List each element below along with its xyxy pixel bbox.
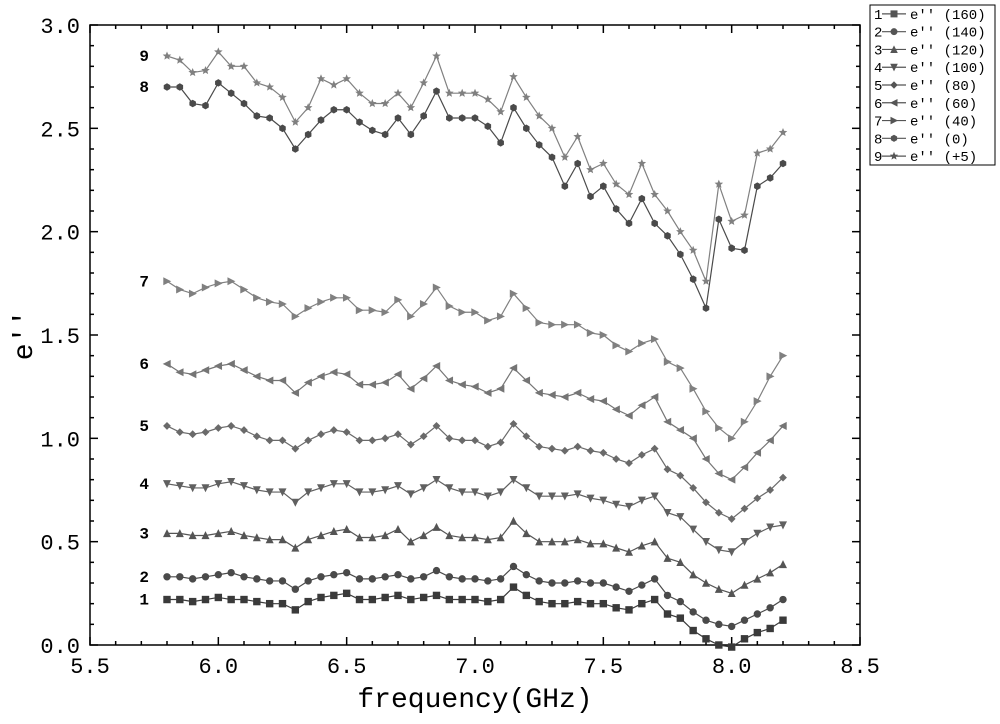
legend-label: e'' (0): [910, 132, 969, 148]
series-left-label-3: 3: [139, 525, 149, 543]
series-left-label-8: 8: [139, 79, 149, 97]
legend-label: e'' (40): [910, 115, 977, 131]
series-7: [164, 278, 786, 441]
legend-idx: 6: [874, 97, 882, 113]
series-left-label-6: 6: [139, 356, 149, 374]
series-left-label-5: 5: [139, 418, 149, 436]
y-tick-label: 1.5: [40, 325, 80, 350]
series-5: [164, 421, 786, 522]
legend-idx: 1: [874, 8, 882, 24]
series-left-label-4: 4: [139, 476, 149, 494]
legend-label: e'' (160): [910, 8, 986, 24]
x-tick-label: 6.5: [327, 655, 367, 680]
series-left-label-2: 2: [139, 569, 149, 587]
legend-idx: 2: [874, 26, 882, 42]
x-axis-title: frequency(GHz): [357, 685, 592, 716]
legend-label: e'' (60): [910, 97, 977, 113]
y-tick-label: 2.0: [40, 222, 80, 247]
chart-svg: 5.56.06.57.07.58.08.50.00.51.01.52.02.53…: [0, 0, 1000, 724]
x-tick-label: 8.0: [712, 655, 752, 680]
legend-label: e'' (100): [910, 61, 986, 77]
legend-label: e'' (+5): [910, 150, 977, 166]
chart-container: 5.56.06.57.07.58.08.50.00.51.01.52.02.53…: [0, 0, 1000, 724]
legend-idx: 7: [874, 115, 882, 131]
legend-idx: 4: [874, 61, 882, 77]
legend-label: e'' (140): [910, 26, 986, 42]
legend-idx: 9: [874, 150, 882, 166]
legend-idx: 8: [874, 132, 882, 148]
y-tick-label: 3.0: [40, 15, 80, 40]
series-9: [164, 49, 786, 284]
series-left-label-9: 9: [139, 48, 149, 66]
y-tick-label: 0.5: [40, 532, 80, 557]
y-tick-label: 0.0: [40, 635, 80, 660]
legend-label: e'' (120): [910, 43, 986, 59]
x-tick-label: 7.0: [455, 655, 495, 680]
x-tick-label: 6.0: [199, 655, 239, 680]
series-6: [164, 361, 786, 483]
legend-idx: 3: [874, 43, 882, 59]
series-left-label-1: 1: [139, 592, 149, 610]
series-left-label-7: 7: [139, 273, 149, 291]
y-tick-label: 1.0: [40, 428, 80, 453]
legend-idx: 5: [874, 79, 882, 95]
legend-label: e'' (80): [910, 79, 977, 95]
y-tick-label: 2.5: [40, 118, 80, 143]
x-tick-label: 8.5: [840, 655, 880, 680]
x-tick-label: 7.5: [584, 655, 624, 680]
series-8: [164, 80, 786, 312]
y-axis-title: e'': [10, 310, 41, 360]
